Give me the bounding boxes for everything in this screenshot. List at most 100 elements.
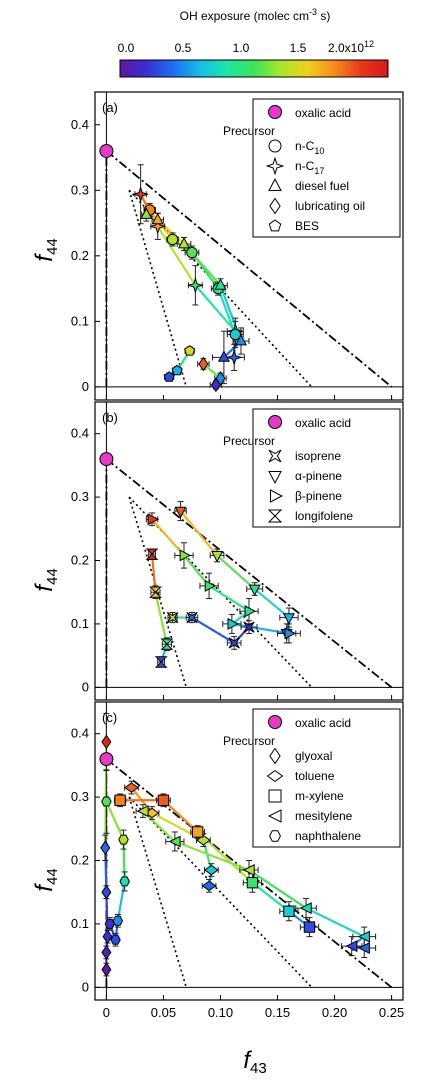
reference-line-dotted <box>128 796 313 988</box>
data-point-star4 <box>149 217 167 235</box>
legend-marker-square <box>268 789 282 803</box>
y-tick-label: 0.2 <box>71 248 89 263</box>
data-point-hexagon <box>110 934 121 945</box>
x-tick-label: 0 <box>103 1005 110 1020</box>
data-point-square-x <box>228 637 240 649</box>
data-point-triangle-left-box <box>357 941 370 955</box>
legend-marker-circle <box>268 139 282 153</box>
data-point-hourglass <box>160 638 174 650</box>
data-point-triangle-left-box <box>242 863 255 877</box>
legend-header: Precursor <box>223 124 275 138</box>
data-point-triangle-right <box>179 549 192 562</box>
series-segment <box>179 510 218 557</box>
data-point-hexagon <box>104 918 116 929</box>
y-tick-label: 0 <box>82 679 89 694</box>
data-point-star4 <box>225 348 243 366</box>
reference-line-dotted <box>128 190 188 388</box>
y-tick-label: 0.3 <box>71 489 89 504</box>
data-point-diamond-wide <box>204 864 219 876</box>
legend-marker-triangle-left-box <box>267 809 282 823</box>
legend-oxalic-marker <box>268 105 282 119</box>
y-tick-label: 0.2 <box>71 853 89 868</box>
panel-c: 0 0.1 0.2 0.3 0.4 0 0.05 0.10 0.15 0.20 0.25 (c) oxa… <box>71 701 404 1020</box>
data-point-diamond-wide <box>196 834 211 846</box>
data-point-star4 <box>132 185 150 203</box>
series-segment <box>105 892 109 937</box>
legend-oxalic-label: oxalic acid <box>295 716 351 730</box>
panel-label: (b) <box>102 410 118 425</box>
legend-oxalic-label: oxalic acid <box>295 106 351 120</box>
oxalic-acid-point <box>99 752 114 767</box>
series-segment <box>251 881 290 913</box>
legend-item-label: lubricating oil <box>295 199 365 213</box>
data-point-hexagon <box>118 834 129 845</box>
colorbar: OH exposure (molec cm-3 s) 0.0 0.5 1.0 1… <box>118 7 389 78</box>
series-segment <box>174 840 250 872</box>
legend-item-label: diesel fuel <box>295 179 349 193</box>
data-point-hourglass <box>145 548 159 560</box>
data-point-hourglass <box>149 586 162 598</box>
plot-frame <box>94 401 404 701</box>
panel-label: (a) <box>102 100 118 115</box>
colorbar-gradient <box>119 59 389 78</box>
data-point-triangle-down <box>248 584 261 597</box>
x-tick-label: 0.10 <box>208 1005 233 1020</box>
legend-marker-diamond <box>269 747 281 765</box>
colorbar-tick: 1.5 <box>290 41 307 55</box>
y-tick-label: 0.4 <box>71 426 89 441</box>
legend-item-label: mesitylene <box>295 809 353 823</box>
x-tick-label: 0.25 <box>379 1005 404 1020</box>
data-point-diamond-wide <box>201 880 217 892</box>
data-point-hexagon <box>119 876 130 887</box>
legend-item-label: n-C17 <box>295 159 324 176</box>
y-tick-label: 0 <box>82 979 89 994</box>
data-point-square <box>246 877 259 889</box>
legend-item-label: BES <box>295 219 319 233</box>
legend-box <box>252 408 401 528</box>
data-point-pentagon <box>184 345 196 356</box>
data-point-triangle-down <box>282 613 295 625</box>
data-point-triangle-left-box <box>357 930 370 943</box>
data-point-triangle-up <box>217 350 230 362</box>
data-point-triangle-right <box>204 579 217 592</box>
data-point-triangle-up <box>151 212 164 225</box>
data-point-diamond <box>101 945 112 960</box>
y-axis-label-b: f44 <box>31 568 61 591</box>
y-tick-label: 0.2 <box>71 553 89 568</box>
y-tick-label: 0.1 <box>71 616 89 631</box>
legend-item-label: isoprene <box>295 449 341 463</box>
series-segment <box>194 284 237 332</box>
data-point-triangle-left-box <box>168 835 181 848</box>
data-point-diamond <box>210 377 221 393</box>
data-point-triangle-left-box <box>345 940 358 953</box>
series-segment <box>253 588 290 619</box>
data-point-triangle-up <box>140 207 153 219</box>
legend-item-label: glyoxal <box>295 749 332 763</box>
data-point-diamond <box>102 929 113 944</box>
data-point-triangle-down <box>211 551 224 563</box>
oxalic-acid-point <box>99 143 114 158</box>
legend-marker-diamond-wide <box>266 769 284 783</box>
legend-item-label: β-pinene <box>295 489 342 503</box>
series-segment <box>105 801 125 841</box>
legend-item-label: α-pinene <box>295 469 342 483</box>
series-segment <box>191 616 235 644</box>
legend-oxalic-label: oxalic acid <box>295 416 351 430</box>
series-segment <box>216 554 256 590</box>
data-point-star4 <box>186 276 204 294</box>
legend-item-label: toluene <box>295 769 335 783</box>
colorbar-title: OH exposure (molec cm-3 s) <box>180 7 331 23</box>
legend-marker-diamond <box>269 197 281 215</box>
data-point-triangle-right <box>147 513 160 526</box>
data-point-square <box>283 905 295 917</box>
y-tick-label: 0.3 <box>71 182 89 197</box>
legend-header: Precursor <box>223 734 275 748</box>
data-point-pentagon <box>163 371 175 382</box>
colorbar-tick: 1.0 <box>233 41 250 55</box>
y-tick-label: 0.4 <box>71 117 89 132</box>
legend-marker-triangle-down <box>268 471 282 484</box>
data-point-triangle-up <box>234 333 248 346</box>
series-segment <box>154 591 168 645</box>
x-tick-label: 0.15 <box>265 1005 290 1020</box>
